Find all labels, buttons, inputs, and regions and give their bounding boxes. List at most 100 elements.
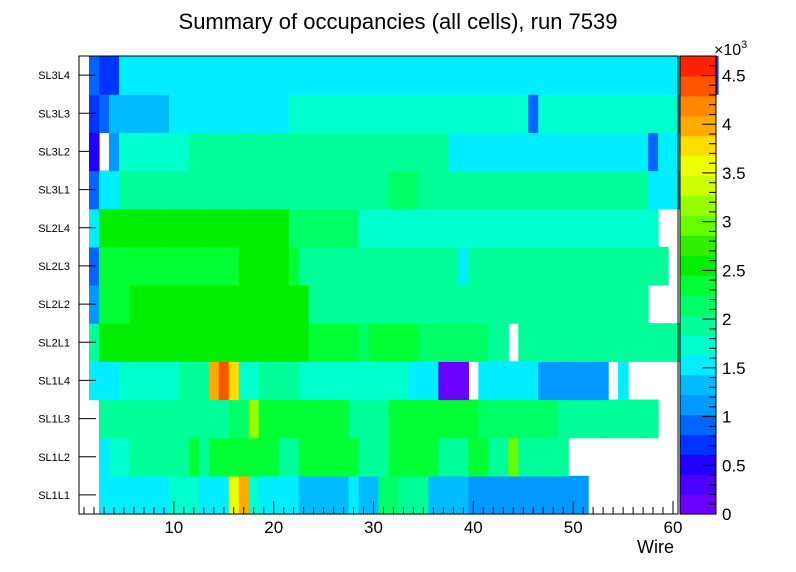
heatmap-cell [488,475,499,515]
heatmap-cell [418,285,430,324]
heatmap-cell [478,475,489,515]
heatmap-cell [248,361,260,401]
heatmap-cell [138,170,150,210]
heatmap-cell [458,475,469,515]
heatmap-cell [358,475,370,515]
heatmap-cell [438,94,449,133]
heatmap-cell [298,170,310,210]
heatmap-cell [438,246,449,286]
heatmap-cell [658,170,669,210]
heatmap-cell [648,323,659,362]
heatmap-cell [438,437,449,477]
heatmap-cell [548,323,559,362]
heatmap-cell [618,208,629,248]
heatmap-cell [578,132,589,172]
heatmap-cell [638,323,649,362]
heatmap-cell [618,285,629,324]
heatmap-cell [258,361,270,401]
heatmap-cell [538,56,549,95]
heatmap-cell [418,361,430,401]
heatmap-cell [168,475,180,515]
heatmap-cell [168,56,180,95]
heatmap-cell [488,94,499,133]
heatmap-cell [278,285,290,324]
heatmap-cell [458,208,469,248]
heatmap-cell [438,399,449,439]
heatmap-cell [418,475,430,515]
heatmap-cell [98,437,110,477]
heatmap-cell [318,246,330,286]
heatmap-cell [318,285,330,324]
heatmap-cell [478,94,489,133]
heatmap-cell [198,246,210,286]
heatmap-cell [348,94,360,133]
heatmap-cell [498,56,509,95]
heatmap-cell [608,246,619,286]
heatmap-cell [638,246,649,286]
heatmap-cell [278,246,290,286]
heatmap-cell [438,56,449,95]
heatmap-cell [388,361,400,401]
heatmap-cell [358,208,370,248]
heatmap-cell [598,208,609,248]
heatmap-cell [478,132,489,172]
heatmap-cell [428,323,439,362]
heatmap-cell [628,323,639,362]
heatmap-cell [378,132,390,172]
heatmap-cell [508,437,519,477]
heatmap-cell [478,437,489,477]
heatmap-cell [528,285,539,324]
heatmap-cell [428,170,439,210]
heatmap-cell [378,208,390,248]
heatmap-cell [108,399,120,439]
heatmap-cell [198,132,210,172]
heatmap-cell [638,56,649,95]
heatmap-cell [568,285,579,324]
heatmap-cell [338,56,350,95]
heatmap-cell [418,132,430,172]
heatmap-cell [198,475,210,515]
heatmap-cell [408,323,420,362]
heatmap-cell [158,475,170,515]
heatmap-cell [398,208,410,248]
heatmap-cell [238,475,250,515]
heatmap-cell [528,246,539,286]
heatmap-cell [418,437,430,477]
heatmap-cell [468,285,479,324]
heatmap-cell [148,361,160,401]
heatmap-cell [108,475,120,515]
heatmap-cell [518,208,529,248]
heatmap-cell [118,246,130,286]
heatmap-cell [428,399,439,439]
heatmap-cell [488,132,499,172]
heatmap-cell [328,399,340,439]
colorbar-swatch [680,414,716,435]
heatmap-cell [498,323,509,362]
colorbar-exponent-base: ×10 [714,42,741,59]
heatmap-cell [148,246,160,286]
heatmap-cell [558,246,569,286]
heatmap-cell [288,94,300,133]
heatmap-cell [218,323,230,362]
heatmap-cell [408,246,420,286]
heatmap-cell [558,323,569,362]
heatmap-cell [528,361,539,401]
heatmap-cell [338,437,350,477]
colorbar-exponent-power: 3 [741,39,747,51]
heatmap-cell [468,94,479,133]
heatmap-cell [598,94,609,133]
colorbar-swatch [680,434,716,455]
heatmap-cell [278,475,290,515]
heatmap-cell [428,132,439,172]
heatmap-cell [578,94,589,133]
heatmap-cell [438,132,449,172]
heatmap-cell [268,132,280,172]
heatmap-cell [538,437,549,477]
heatmap-cell [248,323,260,362]
heatmap-cell [368,56,380,95]
heatmap-cell [118,132,130,172]
heatmap-cell [218,475,230,515]
heatmap-cell [148,170,160,210]
heatmap-cell [98,323,110,362]
heatmap-cell [178,132,190,172]
